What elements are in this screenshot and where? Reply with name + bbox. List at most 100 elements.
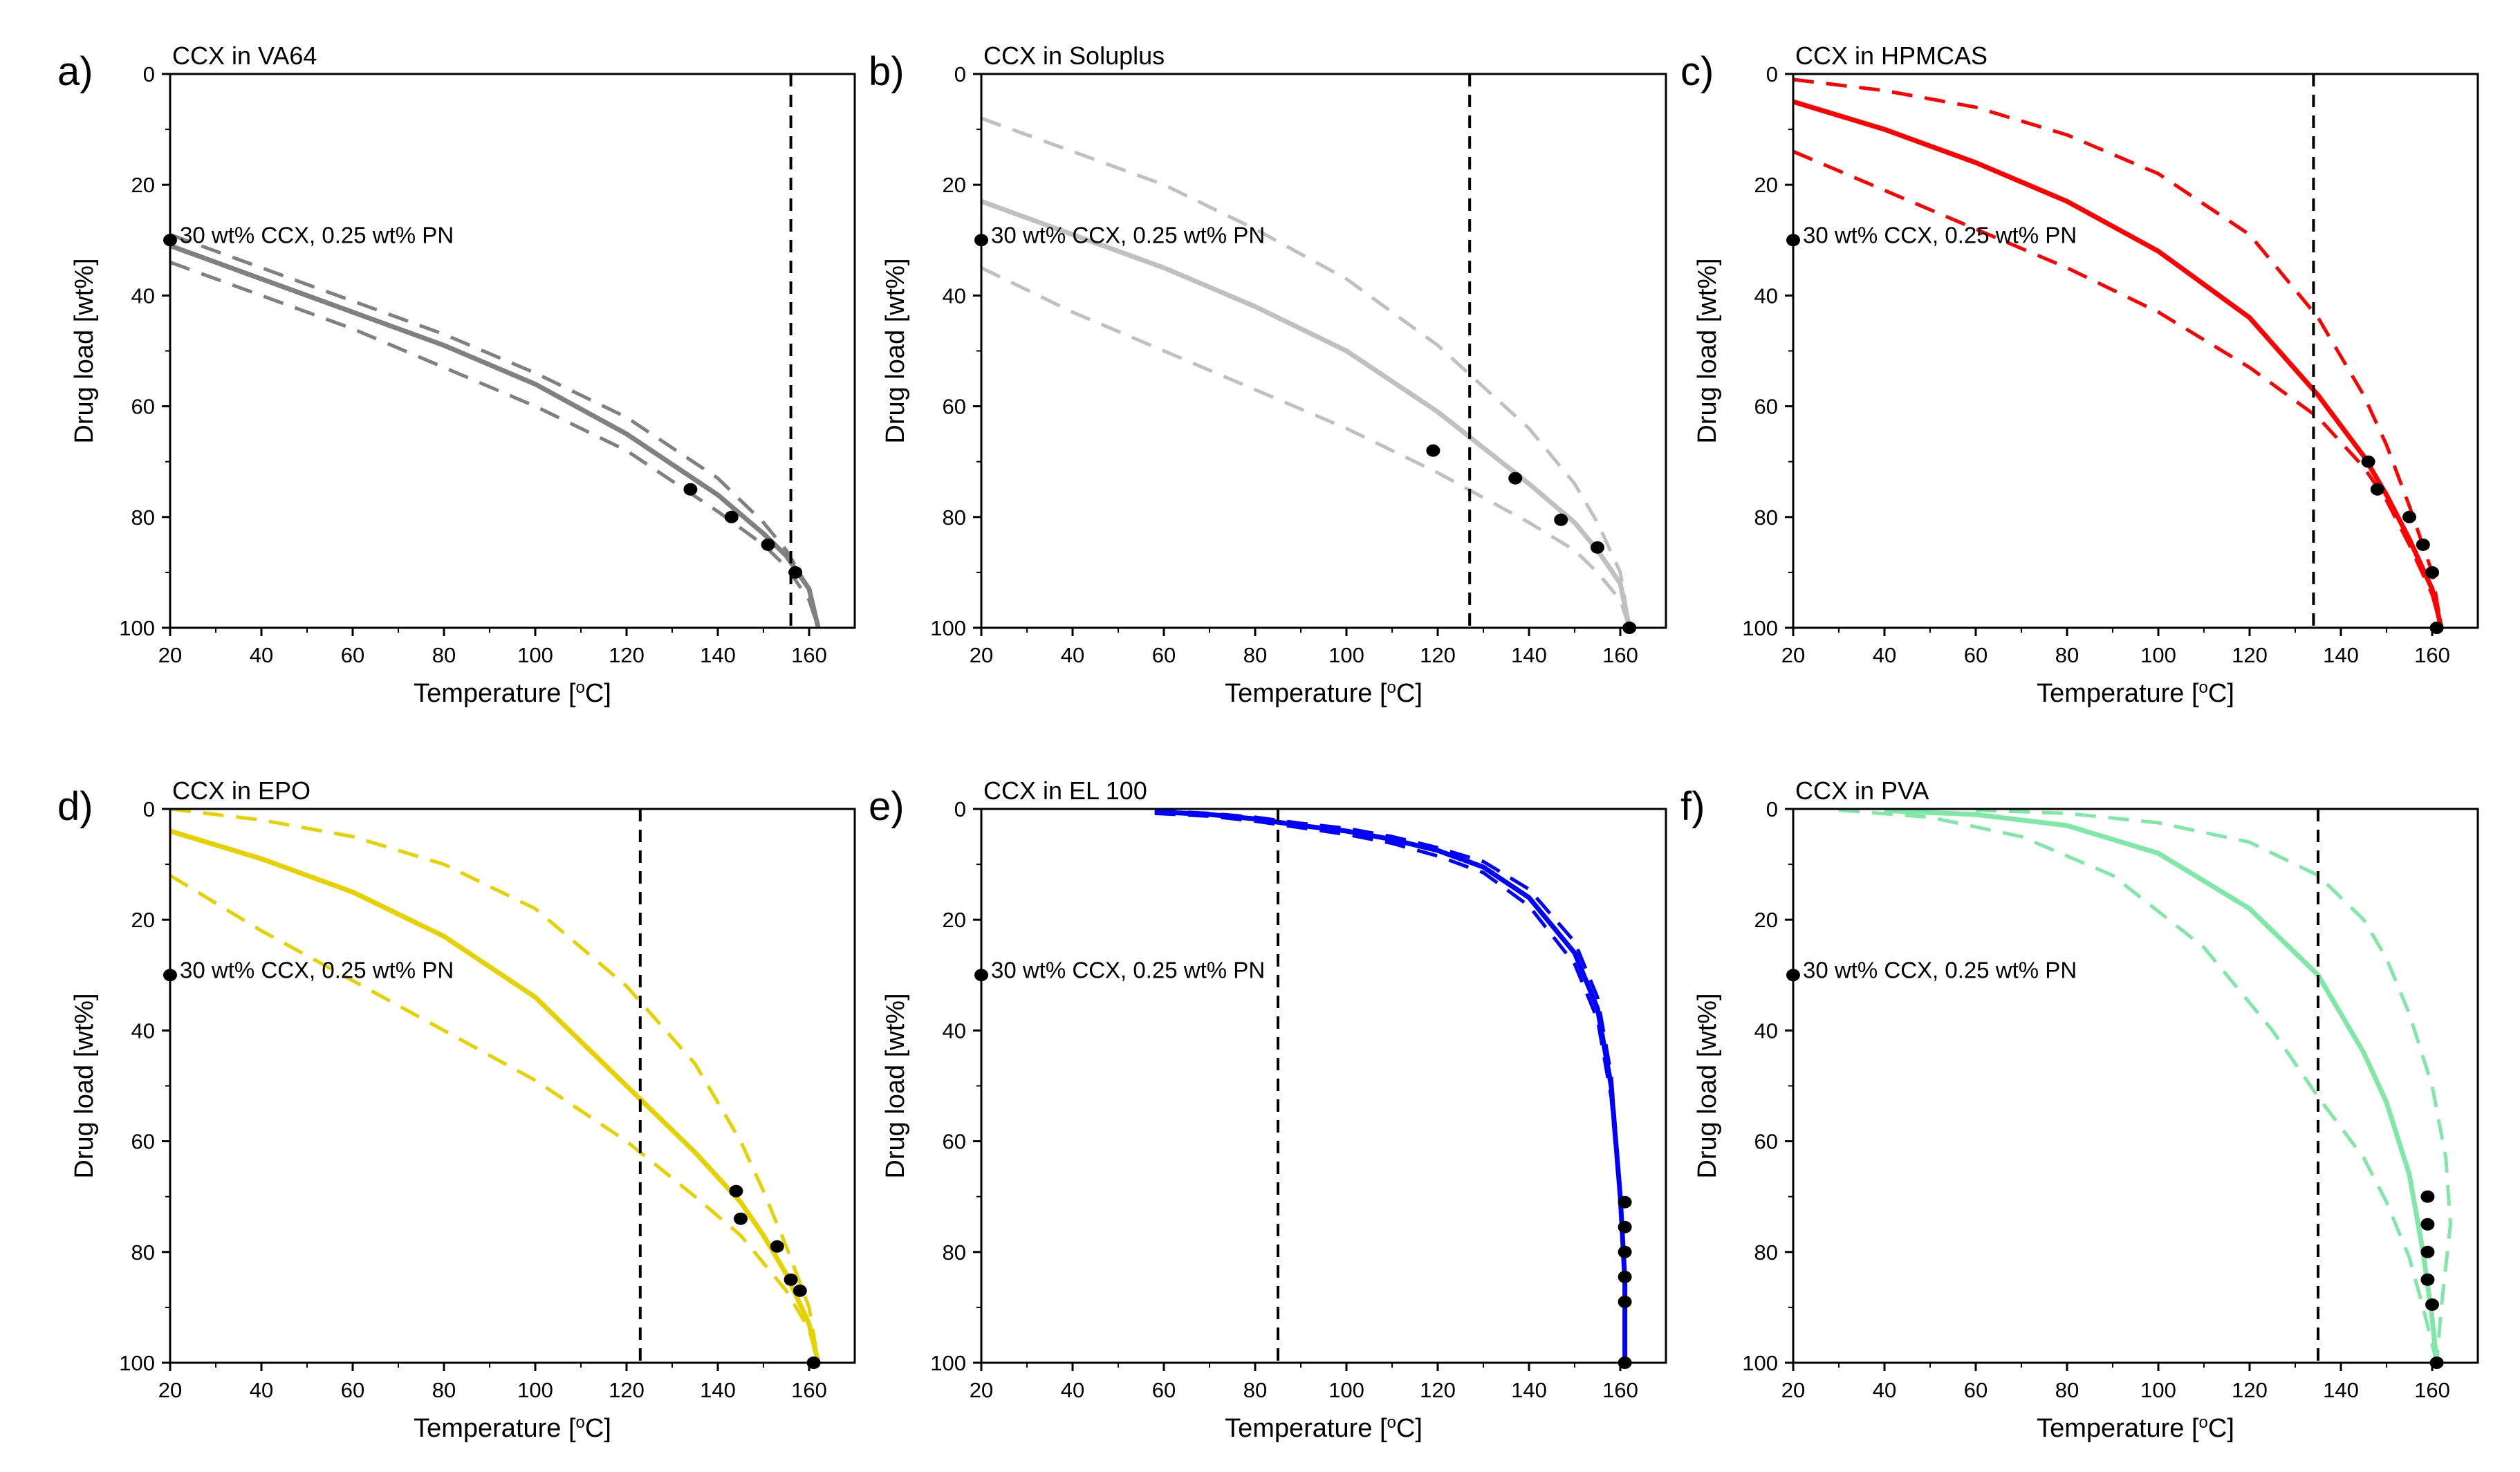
x-tick-label: 20 <box>970 643 993 667</box>
y-axis-label-3: Drug load [wt%] <box>70 993 99 1178</box>
x-axis-label-4: Temperature [oC] <box>1225 1413 1423 1444</box>
x-tick-label: 140 <box>2323 643 2359 667</box>
y-tick-label: 20 <box>1754 173 1778 197</box>
x-tick-label: 100 <box>1328 1378 1364 1402</box>
y-tick-label: 100 <box>1742 616 1778 640</box>
series-line-solubility <box>1154 809 1628 1363</box>
data-point-3 <box>1618 1245 1632 1258</box>
x-tick-label: 140 <box>700 643 736 667</box>
chart-title-5: CCX in PVA <box>1795 776 1929 805</box>
x-tick-label: 60 <box>1152 643 1176 667</box>
panel-e: e) CCX in EL 100 30 wt% CCX, 0.25 wt% PN 20… <box>869 776 1667 1444</box>
x-tick-label: 40 <box>1873 643 1896 667</box>
plot-area-0 <box>170 232 821 628</box>
panel-a: a) CCX in VA64 30 wt% CCX, 0.25 wt% PN 20 40… <box>57 41 856 709</box>
y-tick-label: 80 <box>131 1240 155 1265</box>
x-axis-label-1: Temperature [oC] <box>1225 678 1423 709</box>
data-point-5 <box>1618 1295 1632 1308</box>
x-tick-label: 60 <box>1152 1378 1176 1402</box>
y-tick-label: 20 <box>943 173 966 197</box>
y-axis-label-0: Drug load [wt%] <box>70 258 99 443</box>
data-point-5 <box>793 1284 807 1297</box>
x-tick-label: 120 <box>2232 1378 2268 1402</box>
x-tick-label: 80 <box>432 643 456 667</box>
x-tick-label: 100 <box>2140 1378 2176 1402</box>
plot-frame <box>980 808 1667 1364</box>
x-tick-label: 40 <box>1873 1378 1896 1402</box>
plot-area-3 <box>170 809 821 1363</box>
x-tick-label: 120 <box>609 1378 645 1402</box>
annotation-label-5: 30 wt% CCX, 0.25 wt% PN <box>1803 957 2077 982</box>
panel-letter-5: f) <box>1680 784 1705 829</box>
y-tick-label: 20 <box>1754 908 1778 932</box>
series-line-solubility <box>1884 809 2440 1363</box>
y-tick-label: 80 <box>1754 505 1778 530</box>
x-tick-label: 160 <box>1602 643 1638 667</box>
y-tick-label: 100 <box>1742 1351 1778 1375</box>
series-line-solubility <box>170 243 821 628</box>
y-tick-label: 40 <box>1754 283 1778 308</box>
plot-area-2 <box>1793 77 2444 628</box>
chart-title-4: CCX in EL 100 <box>983 776 1147 805</box>
data-point-1 <box>683 483 698 496</box>
series-line-lower-bound <box>170 260 820 628</box>
panel-letter-0: a) <box>57 49 93 94</box>
data-point-2 <box>2420 1218 2435 1231</box>
plot-frame <box>169 73 856 629</box>
y-tick-label: 80 <box>131 505 155 530</box>
y-tick-label: 100 <box>930 616 966 640</box>
y-tick-label: 20 <box>131 908 155 932</box>
x-axis-label-3: Temperature [oC] <box>414 1413 611 1444</box>
annotation-label-4: 30 wt% CCX, 0.25 wt% PN <box>991 957 1265 982</box>
y-tick-label: 60 <box>1754 1130 1778 1154</box>
y-tick-label: 80 <box>943 505 966 530</box>
panel-b: b) CCX in Soluplus 30 wt% CCX, 0.25 wt% PN… <box>869 41 1667 709</box>
y-tick-label: 20 <box>131 173 155 197</box>
y-axis-label-1: Drug load [wt%] <box>881 258 910 443</box>
y-tick-label: 40 <box>131 1018 155 1043</box>
x-tick-label: 60 <box>341 643 364 667</box>
data-point-4 <box>2416 538 2430 551</box>
y-tick-label: 80 <box>1754 1240 1778 1265</box>
x-tick-label: 40 <box>1061 643 1084 667</box>
y-tick-label: 40 <box>1754 1018 1778 1043</box>
y-tick-label: 0 <box>143 62 155 86</box>
y-tick-label: 60 <box>131 395 155 419</box>
data-point-3 <box>2420 1245 2435 1258</box>
x-tick-label: 140 <box>1511 643 1547 667</box>
x-tick-label: 80 <box>432 1378 456 1402</box>
x-tick-label: 20 <box>1781 643 1805 667</box>
x-tick-label: 160 <box>1602 1378 1638 1402</box>
y-tick-label: 0 <box>954 797 966 821</box>
x-tick-label: 160 <box>2414 643 2450 667</box>
series-line-lower-bound <box>1793 149 2443 628</box>
y-tick-label: 40 <box>131 283 155 308</box>
annotation-label-1: 30 wt% CCX, 0.25 wt% PN <box>991 222 1265 248</box>
y-tick-label: 80 <box>943 1240 966 1265</box>
data-point-1 <box>2361 455 2375 468</box>
plot-area-1 <box>981 116 1632 628</box>
data-point-2 <box>724 510 739 523</box>
chart-title-1: CCX in Soluplus <box>983 41 1165 70</box>
x-axis-label-0: Temperature [oC] <box>414 678 611 709</box>
x-tick-label: 20 <box>970 1378 993 1402</box>
x-tick-label: 160 <box>791 1378 827 1402</box>
data-point-3 <box>770 1240 784 1253</box>
x-tick-label: 60 <box>341 1378 364 1402</box>
data-point-4 <box>1618 1270 1632 1283</box>
series-line-upper-bound <box>981 116 1631 628</box>
data-point-4 <box>1591 541 1604 554</box>
chart-title-2: CCX in HPMCAS <box>1795 41 1988 70</box>
y-tick-label: 0 <box>954 62 966 86</box>
y-tick-label: 100 <box>119 1351 155 1375</box>
y-tick-label: 20 <box>943 908 966 932</box>
plot-frame <box>169 808 856 1364</box>
x-tick-label: 80 <box>2055 643 2079 667</box>
data-point-4 <box>2420 1273 2435 1286</box>
data-point-1 <box>729 1184 743 1198</box>
data-point-2 <box>2370 483 2384 496</box>
x-tick-label: 120 <box>1420 643 1456 667</box>
series-line-solubility <box>170 828 821 1363</box>
plot-area-4 <box>1154 809 1628 1363</box>
